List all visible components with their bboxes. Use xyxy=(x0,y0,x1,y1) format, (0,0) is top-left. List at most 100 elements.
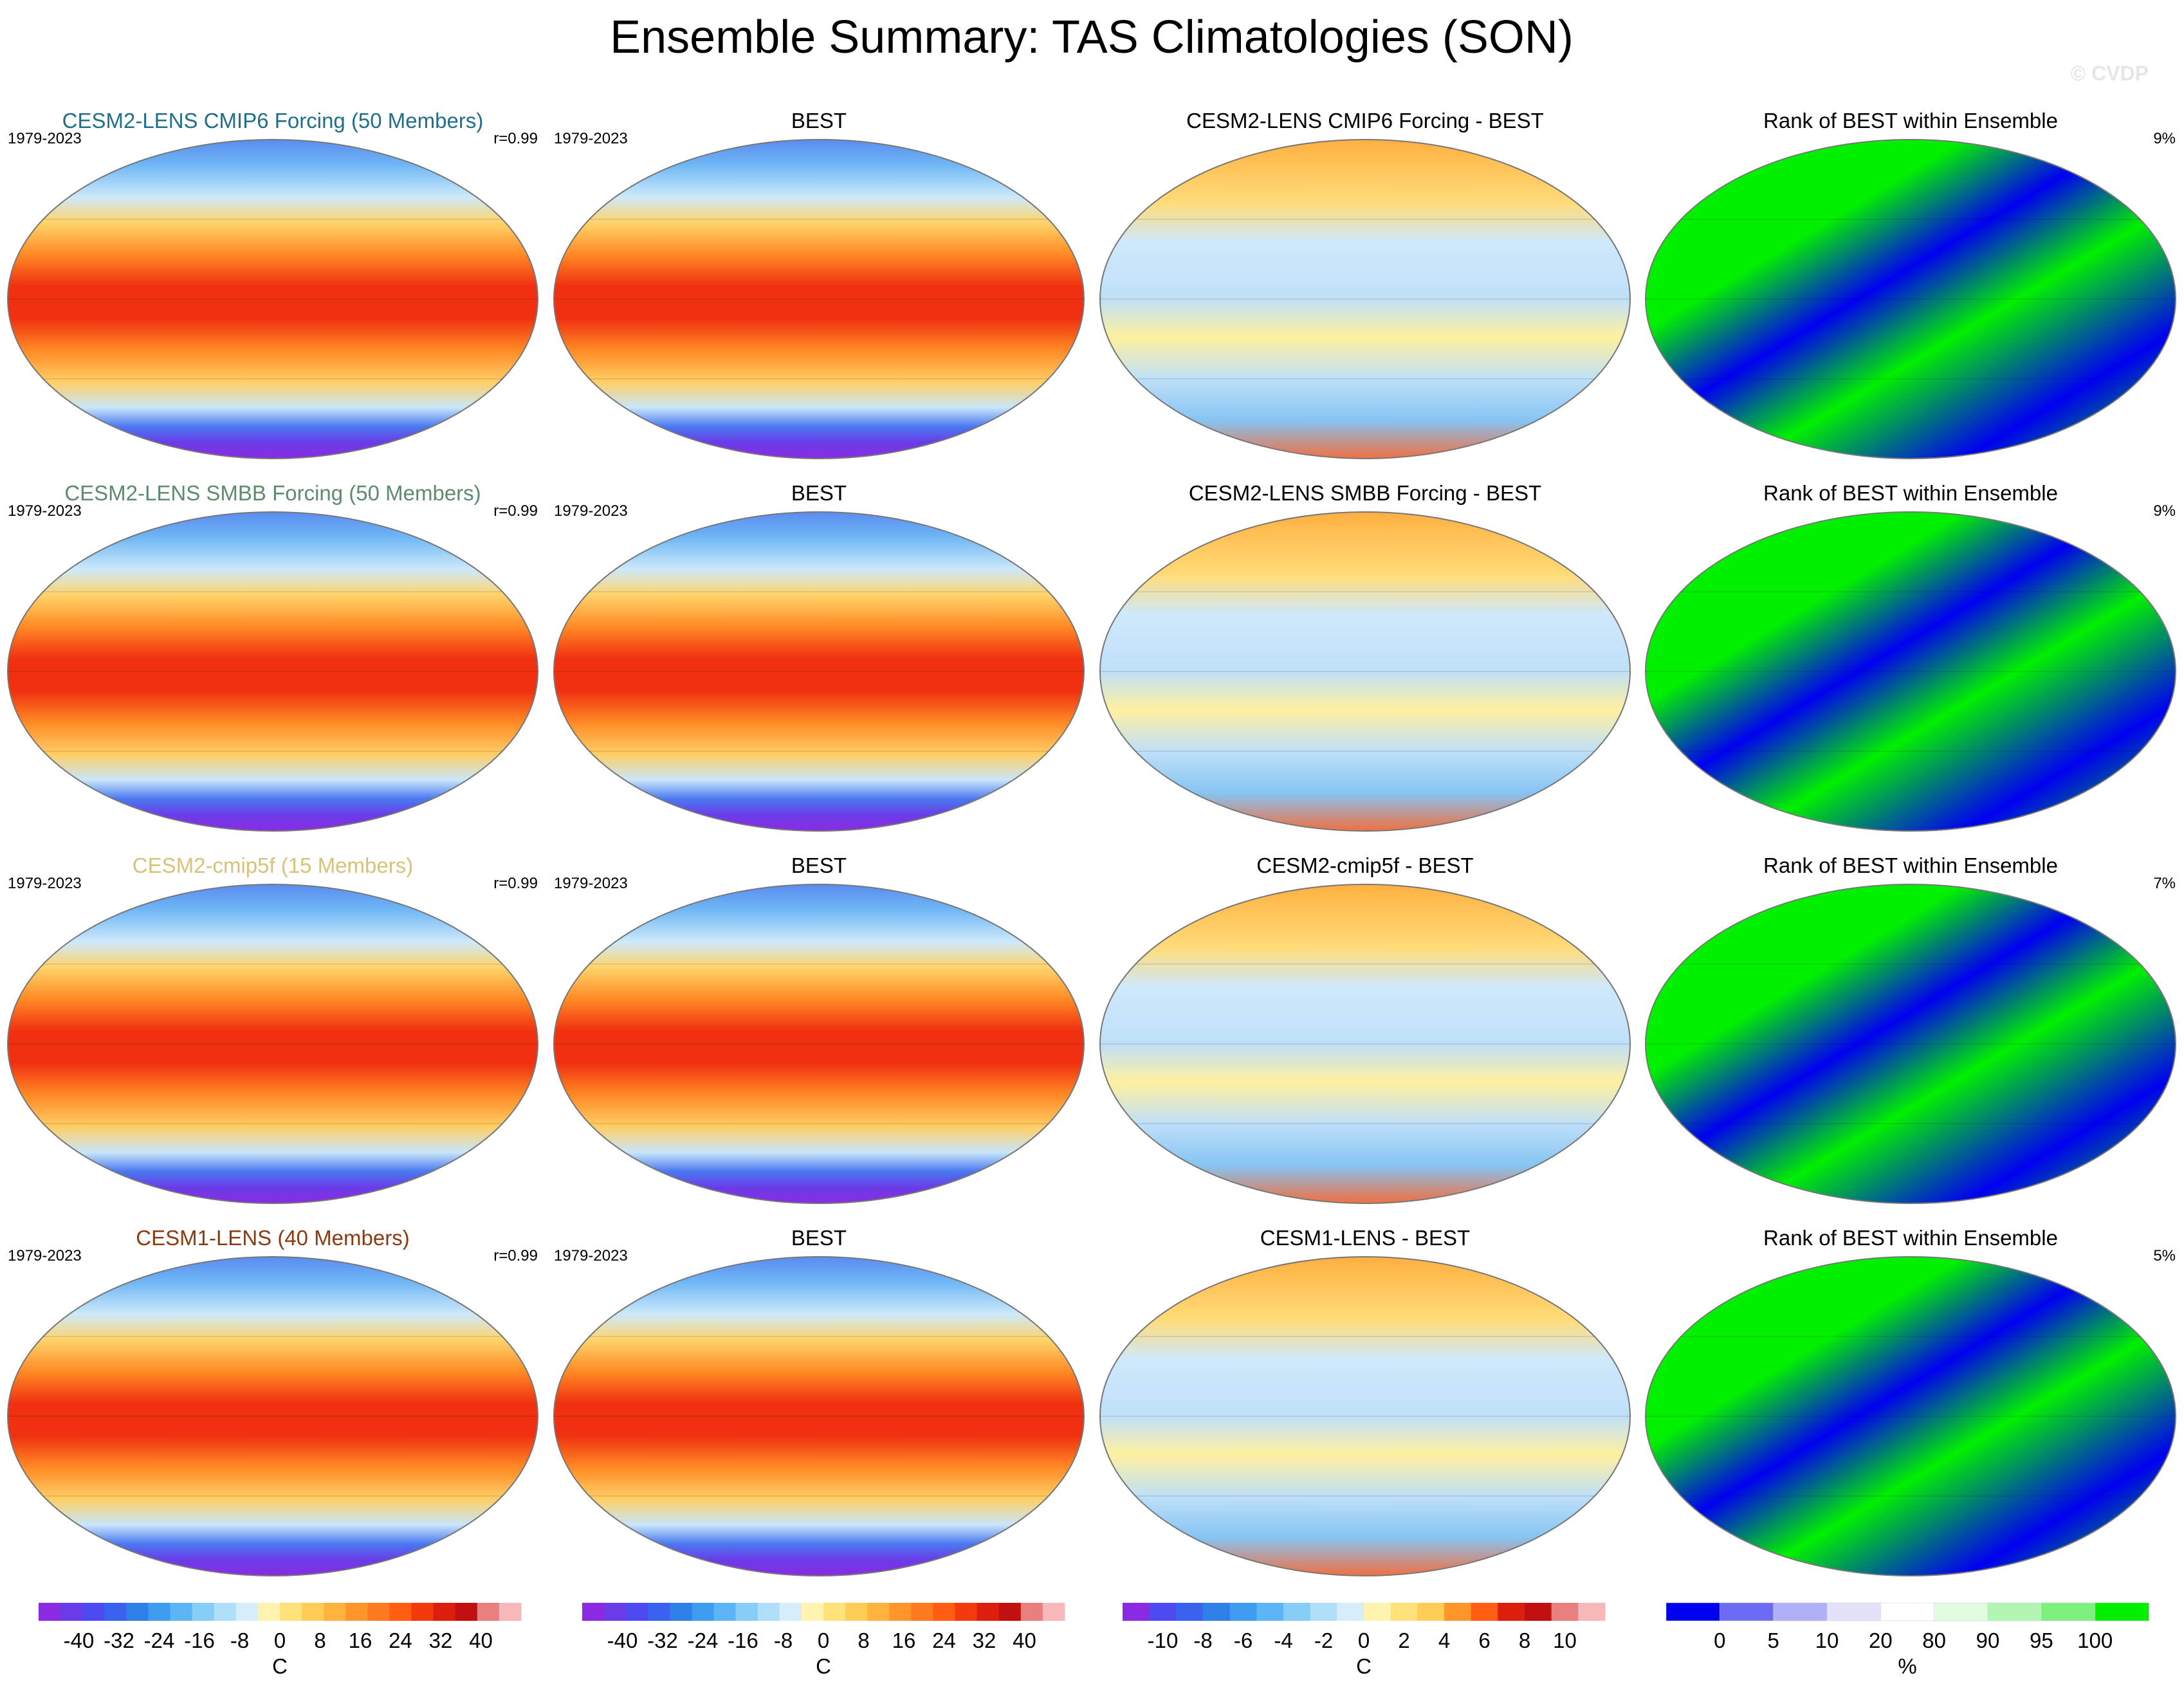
colorbar-tick-label: -6 xyxy=(1234,1629,1253,1652)
map-panel: CESM2-LENS SMBB Forcing (50 Members)1979… xyxy=(7,481,538,832)
colorbar-swatch xyxy=(148,1603,171,1621)
colorbar-swatch xyxy=(1444,1603,1472,1621)
panel-title: CESM1-LENS - BEST xyxy=(1260,1226,1470,1250)
stat-label: 9% xyxy=(2153,502,2176,520)
colorbar-unit: C xyxy=(1356,1654,1372,1678)
colorbar-tick-label: 0 xyxy=(1714,1629,1725,1652)
period-label: 1979-2023 xyxy=(554,875,628,892)
colorbar-swatch xyxy=(2041,1602,2096,1621)
cvdp-watermark: © CVDP xyxy=(2071,62,2149,85)
colorbar-swatch xyxy=(823,1603,846,1621)
colorbar-tick-label: 95 xyxy=(2030,1629,2053,1652)
colorbar-swatch xyxy=(1498,1603,1525,1621)
colorbar-swatch xyxy=(235,1603,259,1621)
colorbar-swatch xyxy=(170,1603,193,1621)
map-field xyxy=(553,139,1085,459)
period-label: 1979-2023 xyxy=(8,502,82,520)
colorbar-swatch xyxy=(845,1603,868,1621)
colorbar-tick-label: 10 xyxy=(1815,1629,1839,1652)
colorbar-swatch xyxy=(104,1603,127,1621)
colorbar-swatch xyxy=(1256,1603,1284,1621)
colorbar-swatch xyxy=(867,1603,890,1621)
colorbar-swatch xyxy=(889,1603,912,1621)
colorbar-tick-label: -32 xyxy=(104,1629,134,1652)
colorbar-swatch xyxy=(670,1603,692,1621)
colorbar-swatch xyxy=(2095,1602,2149,1621)
panel-title: BEST xyxy=(791,109,847,132)
map-field xyxy=(1645,511,2176,832)
panel-title: BEST xyxy=(791,854,847,877)
stat-label: 7% xyxy=(2153,875,2176,892)
map-panel: Rank of BEST within Ensemble 5% xyxy=(1645,1226,2176,1576)
panel-title: CESM2-LENS SMBB Forcing (50 Members) xyxy=(64,481,481,505)
colorbar-swatch xyxy=(735,1603,758,1621)
colorbar-tick-label: 4 xyxy=(1438,1629,1450,1652)
colorbar-swatch xyxy=(411,1603,434,1621)
colorbar-tick-label: 16 xyxy=(349,1629,372,1652)
colorbar-row: -40 -32 -24 -16 -8 0 8 16 24 32 40C-40 -32 -24 -16 -8 0… xyxy=(39,1602,2149,1678)
colorbar: -40 -32 -24 -16 -8 0 8 16 24 32 40 C xyxy=(39,1603,522,1678)
colorbar-swatch xyxy=(1042,1603,1065,1621)
colorbar-swatch xyxy=(1337,1603,1364,1621)
stat-label: r=0.99 xyxy=(493,1247,538,1264)
colorbar-swatch xyxy=(998,1603,1022,1621)
colorbar-swatch xyxy=(1525,1603,1552,1621)
colorbar-tick-label: 80 xyxy=(1922,1629,1946,1652)
colorbar-swatch xyxy=(60,1603,83,1621)
panel-title: CESM2-LENS SMBB Forcing - BEST xyxy=(1189,481,1541,505)
colorbar-swatch xyxy=(126,1603,149,1621)
colorbar-swatch xyxy=(779,1603,802,1621)
colorbar-tick-label: -16 xyxy=(184,1629,215,1652)
colorbar-swatch xyxy=(82,1603,105,1621)
colorbar-unit: % xyxy=(1898,1654,1916,1678)
colorbar-swatch xyxy=(1934,1602,1988,1621)
colorbar-swatch xyxy=(1123,1603,1150,1621)
period-label: 1979-2023 xyxy=(8,875,82,892)
colorbar-swatch xyxy=(455,1603,478,1621)
colorbar-swatch xyxy=(192,1603,215,1621)
colorbar-tick-label: 6 xyxy=(1478,1629,1490,1652)
colorbar-swatch xyxy=(1551,1603,1579,1621)
colorbar-swatch xyxy=(955,1603,978,1621)
colorbar-swatch xyxy=(1880,1602,1935,1621)
stat-label: r=0.99 xyxy=(493,130,538,147)
colorbar-swatch xyxy=(582,1603,605,1621)
colorbar-tick-label: 8 xyxy=(1519,1629,1530,1652)
stat-label: 9% xyxy=(2153,130,2176,147)
colorbar-swatch xyxy=(345,1603,368,1621)
colorbar-swatch xyxy=(1720,1602,1774,1621)
map-panel: CESM2-cmip5f (15 Members) 1979-2023 r=0.99 xyxy=(7,854,538,1204)
colorbar: -10 -8 -6 -4 -2 0 2 4 6 8 10 C xyxy=(1123,1603,1606,1678)
map-panel: Rank of BEST within Ensemble 9% xyxy=(1645,481,2176,832)
map-field xyxy=(1099,1256,1631,1576)
colorbar-swatch xyxy=(389,1603,412,1621)
map-field xyxy=(553,884,1085,1204)
colorbar-swatch xyxy=(626,1603,648,1621)
colorbar-tick-label: 100 xyxy=(2077,1629,2113,1652)
panel-title: CESM2-LENS CMIP6 Forcing - BEST xyxy=(1186,109,1544,132)
map-panel: Rank of BEST within Ensemble 9% xyxy=(1645,109,2176,459)
colorbar-swatch xyxy=(801,1603,824,1621)
map-field xyxy=(7,139,538,459)
map-panel: CESM1-LENS (40 Members) 1979-2023 r=0.99 xyxy=(7,1226,538,1576)
period-label: 1979-2023 xyxy=(554,130,628,147)
colorbar-unit: C xyxy=(816,1654,831,1678)
map-panel: BEST 1979-2023 xyxy=(553,854,1085,1204)
map-panel: Rank of BEST within Ensemble 7% xyxy=(1645,854,2176,1204)
panel-title: Rank of BEST within Ensemble xyxy=(1763,109,2058,132)
colorbar-swatch xyxy=(933,1603,956,1621)
period-label: 1979-2023 xyxy=(8,1247,82,1264)
map-panel: CESM2-cmip5f - BEST xyxy=(1099,854,1631,1204)
map-field xyxy=(7,511,538,832)
colorbar-tick-label: -8 xyxy=(1193,1629,1212,1652)
colorbar-tick-label: 16 xyxy=(892,1629,916,1652)
colorbar-swatch xyxy=(433,1603,456,1621)
colorbar-tick-label: 20 xyxy=(1869,1629,1893,1652)
colorbar-tick-label: -40 xyxy=(64,1629,95,1652)
colorbar-swatch xyxy=(1310,1603,1337,1621)
map-field xyxy=(1099,511,1631,832)
stat-label: 5% xyxy=(2153,1247,2176,1264)
colorbar-tick-label: 0 xyxy=(274,1629,286,1652)
colorbar-swatch xyxy=(1578,1603,1606,1621)
colorbar-tick-label: -32 xyxy=(647,1629,678,1652)
